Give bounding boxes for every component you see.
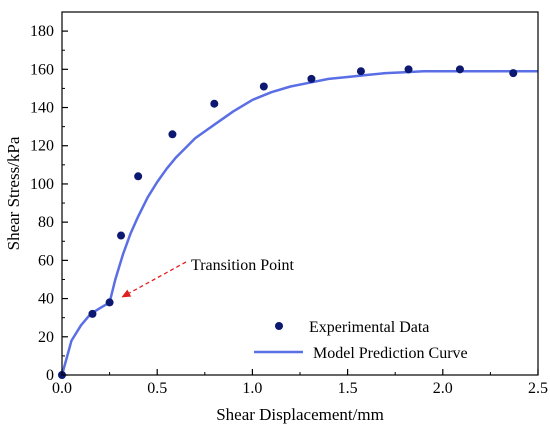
y-tick-label: 120 (30, 138, 54, 155)
model-prediction-layer (60, 69, 538, 376)
y-tick-label: 100 (30, 176, 54, 193)
experimental-data-layer (58, 65, 518, 379)
data-point (117, 231, 126, 240)
x-axis-title: Shear Displacement/mm (216, 405, 384, 424)
y-tick-label: 40 (38, 291, 54, 308)
x-tick-label: 0.0 (52, 380, 72, 397)
y-tick-label: 20 (38, 329, 54, 346)
y-tick-label: 60 (38, 252, 54, 269)
axis-ticks: 0.0 0.5 1.0 1.5 2.0 2.5 0 20 40 60 80 100 120 140 160 1… (30, 23, 548, 397)
y-tick-label: 140 (30, 100, 54, 117)
data-point (307, 74, 316, 83)
data-point (210, 99, 219, 108)
data-point (134, 172, 143, 181)
transition-point-arrowhead (121, 289, 132, 298)
data-point (168, 130, 177, 139)
y-tick-label: 80 (38, 214, 54, 231)
transition-point-label: Transition Point (191, 257, 295, 274)
legend-label-model-prediction-curve: Model Prediction Curve (313, 345, 468, 362)
data-point (455, 65, 464, 74)
y-tick-label: 0 (46, 367, 54, 384)
plot-frame (61, 11, 539, 376)
legend: Experimental Data Model Prediction Curve (254, 319, 468, 362)
legend-marker-experimental-data (275, 322, 283, 330)
legend-label-experimental-data: Experimental Data (309, 319, 429, 336)
y-tick-label: 180 (30, 23, 54, 40)
x-tick-label: 1.0 (242, 380, 262, 397)
data-point (259, 82, 268, 91)
data-point (404, 65, 413, 74)
x-tick-label: 1.5 (338, 380, 358, 397)
x-tick-label: 2.0 (433, 380, 453, 397)
data-point (88, 309, 97, 318)
transition-point-arrow (128, 261, 187, 294)
model-prediction-line (60, 69, 538, 376)
x-tick-label: 2.5 (528, 380, 548, 397)
y-axis-title: Shear Stress/kPa (4, 136, 23, 250)
data-point (356, 67, 365, 76)
transition-point-annotation: Transition Point (121, 257, 295, 298)
data-point (509, 69, 518, 78)
y-tick-label: 160 (30, 61, 54, 78)
data-point (105, 298, 114, 307)
x-tick-label: 0.5 (147, 380, 167, 397)
